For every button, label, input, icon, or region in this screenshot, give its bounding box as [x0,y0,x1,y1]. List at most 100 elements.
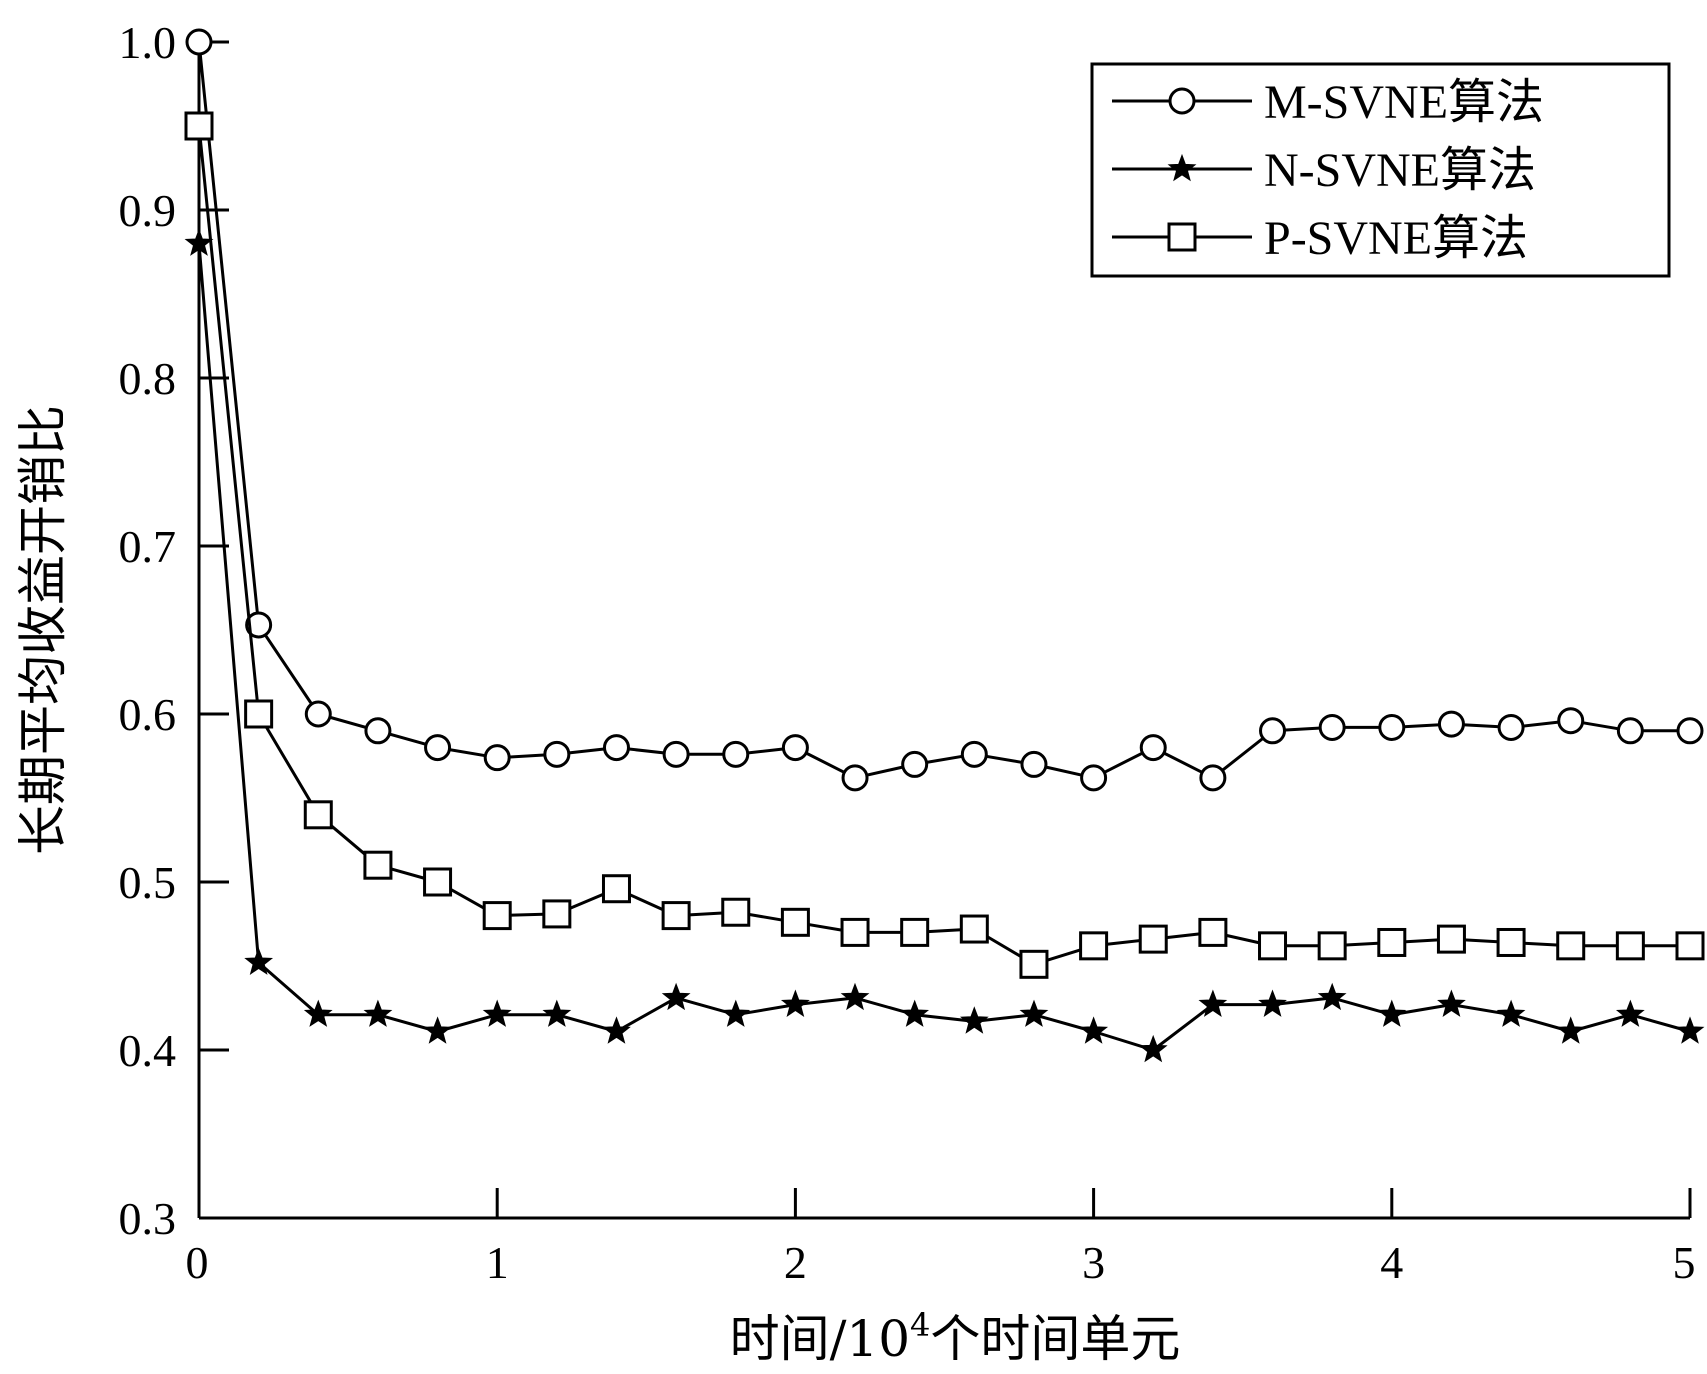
series-layer [184,28,1705,1063]
data-point-square [542,899,572,929]
data-point-square [780,907,810,937]
data-point-circle [1497,713,1525,741]
y-tick-label: 0.3 [119,1193,177,1244]
data-point-circle [781,734,809,762]
legend-marker-square [1167,222,1197,252]
data-point-circle [662,740,690,768]
data-point-square [1377,927,1407,957]
data-point-circle [1259,717,1287,745]
data-point-star [602,1016,631,1044]
x-axis-title-main: 时间/10 [730,1310,910,1368]
data-point-star [1258,989,1287,1017]
data-point-circle [245,611,273,639]
data-point-square [1258,931,1288,961]
y-ticks: 0.3 0.4 0.5 0.6 0.7 0.8 0.9 1.0 [119,17,229,1244]
data-point-circle [1199,764,1227,792]
data-point-square [1675,931,1705,961]
series-line [197,243,1691,1052]
data-point-circle [1557,707,1585,735]
data-point-circle [841,764,869,792]
data-point-circle [1616,717,1644,745]
data-point-star [661,982,691,1011]
data-point-circle [1318,713,1346,741]
data-point-square [1496,927,1526,957]
data-point-circle [722,740,750,768]
data-point-star [542,999,572,1027]
data-point-star [1675,1016,1705,1044]
data-point-square [482,901,512,931]
y-tick-label: 0.7 [119,521,177,572]
data-point-star [482,999,512,1027]
data-point-star [840,982,870,1011]
legend-item: P-SVNE算法 [1112,212,1528,265]
x-tick-label: 2 [784,1237,807,1288]
data-point-circle [1676,717,1704,745]
data-point-star [780,989,810,1017]
data-point-circle [364,717,392,745]
data-point-square [661,901,691,931]
data-point-star [184,228,214,256]
data-point-square [184,111,214,141]
data-point-square [423,867,453,897]
y-tick-label: 0.6 [119,689,177,740]
data-point-square [303,800,333,830]
y-tick-label: 0.4 [119,1025,177,1076]
x-tick-label: 0 [186,1237,209,1288]
data-point-square [900,917,930,947]
y-tick-label: 0.5 [119,857,177,908]
data-point-star [1437,989,1466,1017]
data-point-circle [483,744,511,772]
y-axis-title: 长期平均收益开销比 [14,405,72,855]
data-point-circle [1020,750,1048,778]
legend-label: P-SVNE算法 [1264,212,1528,265]
legend-item: N-SVNE算法 [1112,144,1536,197]
series-star [184,228,1705,1063]
data-point-star [1198,989,1228,1017]
data-point-star [363,999,393,1027]
data-point-circle [901,750,929,778]
data-point-star [1556,1016,1586,1044]
legend-label: N-SVNE算法 [1264,144,1536,197]
data-point-star [1138,1034,1168,1063]
series-circle [185,28,1704,792]
data-point-circle [304,700,332,728]
legend-label: M-SVNE算法 [1264,76,1544,129]
data-point-square [721,897,751,927]
data-point-square [244,699,274,729]
legend-marker-circle [1168,87,1196,115]
data-point-square [363,850,393,880]
data-point-star [303,999,333,1027]
x-tick-label: 4 [1380,1237,1403,1288]
data-point-star [1377,999,1407,1027]
data-point-star [959,1006,989,1034]
x-tick-label: 3 [1082,1237,1105,1288]
y-tick-label: 0.8 [119,353,177,404]
data-point-square [840,917,870,947]
data-point-circle [1437,710,1465,738]
data-point-star [423,1016,452,1044]
data-point-square [1138,924,1168,954]
series-square [184,111,1705,979]
data-point-star [1079,1016,1109,1044]
data-point-circle [1378,713,1406,741]
data-point-star [1317,982,1347,1011]
data-point-square [1615,931,1645,961]
data-point-circle [424,734,452,762]
data-point-star [721,999,751,1027]
legend-item: M-SVNE算法 [1112,76,1544,129]
x-axis-title: 时间/104个时间单元 [730,1306,1181,1368]
legend: M-SVNE算法 N-SVNE算法 P-SVNE算法 [1090,62,1671,278]
data-point-star [244,947,274,975]
data-point-circle [185,28,213,56]
data-point-circle [543,740,571,768]
data-point-circle [602,734,630,762]
data-point-square [601,874,631,904]
data-point-circle [1080,764,1108,792]
data-point-star [900,999,930,1027]
data-point-star [1019,999,1049,1027]
data-point-square [1317,931,1347,961]
data-point-circle [1139,734,1167,762]
data-point-square [959,914,989,944]
legend-marker-star [1167,153,1197,182]
